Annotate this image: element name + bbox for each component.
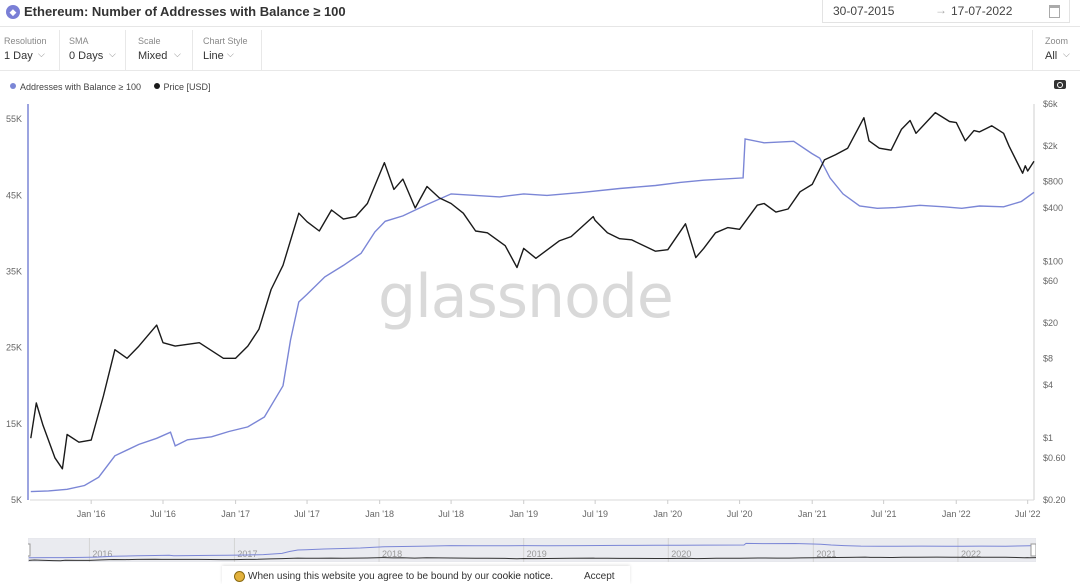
y-right-tick-label: $100 [1043, 256, 1063, 266]
chart-legend: Addresses with Balance ≥ 100 Price [USD] [10, 82, 221, 92]
resolution-value: 1 Day [4, 50, 33, 62]
x-tick-label: Jan '18 [365, 509, 394, 519]
legend-item-price[interactable]: Price [USD] [153, 82, 211, 92]
resolution-label: Resolution [4, 36, 47, 46]
page-title: Ethereum: Number of Addresses with Balan… [24, 4, 346, 19]
x-tick-label: Jul '20 [727, 509, 753, 519]
date-from-input[interactable]: 30-07-2015 [833, 4, 895, 18]
chart-style-label: Chart Style [203, 36, 248, 46]
chart-controls: Resolution 1 Day ⌵ SMA 0 Days ⌵ Scale Mi… [0, 30, 1080, 71]
chevron-down-icon: ⌵ [174, 49, 181, 59]
navigator-addresses-line [28, 542, 1036, 559]
y-right-tick-label: $1 [1043, 433, 1053, 443]
sma-label: SMA [69, 36, 89, 46]
navigator-year-label: 2021 [816, 549, 836, 559]
zoom-label: Zoom [1045, 36, 1069, 46]
x-tick-label: Jul '17 [294, 509, 320, 519]
scale-label: Scale [138, 36, 161, 46]
x-tick-label: Jan '21 [798, 509, 827, 519]
scale-value: Mixed [138, 50, 168, 62]
camera-icon[interactable] [1054, 80, 1066, 89]
zoom-value: All [1045, 50, 1058, 62]
date-arrow-icon: → [935, 3, 947, 17]
y-left-tick-label: 15K [6, 419, 22, 429]
y-right-tick-label: $4 [1043, 380, 1053, 390]
navigator-year-label: 2019 [527, 549, 547, 559]
y-right-tick-label: $0.20 [1043, 495, 1066, 505]
scale-dropdown[interactable]: Scale Mixed ⌵ [134, 30, 193, 70]
cookie-notice-link[interactable]: cookie notice. [492, 571, 554, 582]
navigator-left-handle[interactable] [28, 543, 31, 557]
chevron-down-icon: ⌵ [227, 49, 234, 59]
y-right-tick-label: $60 [1043, 276, 1058, 286]
calendar-icon[interactable] [1049, 5, 1060, 18]
x-tick-label: Jan '16 [77, 509, 106, 519]
glassnode-watermark: glassnode [378, 262, 674, 332]
navigator-year-label: 2017 [237, 549, 257, 559]
x-tick-label: Jan '20 [653, 509, 682, 519]
legend-item-addresses[interactable]: Addresses with Balance ≥ 100 [10, 82, 141, 92]
chart-style-dropdown[interactable]: Chart Style Line ⌵ [199, 30, 262, 70]
date-range-picker[interactable]: 30-07-2015 → 17-07-2022 [822, 0, 1070, 23]
y-left-tick-label: 35K [6, 267, 22, 277]
range-navigator[interactable]: 2016 2017 2018 2019 2020 2021 2022 [28, 538, 1036, 562]
x-tick-label: Jul '18 [438, 509, 464, 519]
sma-dropdown[interactable]: SMA 0 Days ⌵ [65, 30, 126, 70]
x-tick-label: Jul '22 [1015, 509, 1041, 519]
y-right-tick-label: $800 [1043, 176, 1063, 186]
y-right-tick-label: $400 [1043, 203, 1063, 213]
cookie-icon [234, 571, 245, 582]
y-left-tick-label: 5K [11, 495, 22, 505]
legend-dot-icon [10, 83, 16, 89]
navigator-year-label: 2018 [382, 549, 402, 559]
legend-label: Addresses with Balance ≥ 100 [20, 82, 142, 92]
navigator-price-line [28, 556, 1036, 562]
ethereum-icon: ◆ [6, 5, 20, 19]
chevron-down-icon: ⌵ [38, 49, 45, 59]
series-line-price [30, 111, 1035, 470]
navigator-selection[interactable] [28, 538, 1036, 562]
y-right-tick-label: $0.60 [1043, 453, 1066, 463]
cookie-text: When using this website you agree to be … [248, 571, 553, 582]
x-tick-label: Jul '21 [871, 509, 897, 519]
x-tick-label: Jan '19 [509, 509, 538, 519]
navigator-year-label: 2022 [961, 549, 981, 559]
cookie-banner: When using this website you agree to be … [222, 566, 630, 584]
series-line-addresses [30, 138, 1035, 493]
x-tick-label: Jul '19 [582, 509, 608, 519]
zoom-dropdown[interactable]: Zoom All ⌵ [1032, 30, 1080, 70]
date-to-input[interactable]: 17-07-2022 [951, 4, 1013, 18]
navigator-right-handle[interactable] [1030, 543, 1036, 557]
chart-area: 5K 15K 25K 35K 45K 55K $0.20 $0.60 $1 $4 $8 $20 $60 $… [6, 99, 1066, 519]
x-tick-label: Jan '22 [942, 509, 971, 519]
y-left-tick-label: 45K [6, 190, 22, 200]
y-right-tick-label: $6k [1043, 99, 1058, 109]
chevron-down-icon: ⌵ [1063, 49, 1070, 59]
sma-value: 0 Days [69, 50, 104, 62]
legend-dot-icon [153, 83, 160, 89]
y-right-tick-label: $2k [1043, 141, 1058, 151]
x-tick-label: Jul '16 [150, 509, 176, 519]
x-tick-label: Jan '17 [221, 509, 250, 519]
title-bar: ◆ Ethereum: Number of Addresses with Bal… [0, 0, 1080, 27]
navigator-year-label: 2016 [92, 549, 112, 559]
navigator-year-label: 2020 [671, 549, 691, 559]
chevron-down-icon: ⌵ [109, 49, 116, 59]
cookie-message: When using this website you agree to be … [248, 571, 490, 582]
y-left-tick-label: 55K [6, 114, 22, 124]
legend-label: Price [USD] [163, 82, 211, 92]
y-right-tick-label: $8 [1043, 353, 1053, 363]
y-right-tick-label: $20 [1043, 318, 1058, 328]
y-left-tick-label: 25K [6, 343, 22, 353]
chart-style-value: Line [203, 50, 224, 62]
resolution-dropdown[interactable]: Resolution 1 Day ⌵ [0, 30, 60, 70]
accept-button[interactable]: Accept [584, 571, 615, 582]
